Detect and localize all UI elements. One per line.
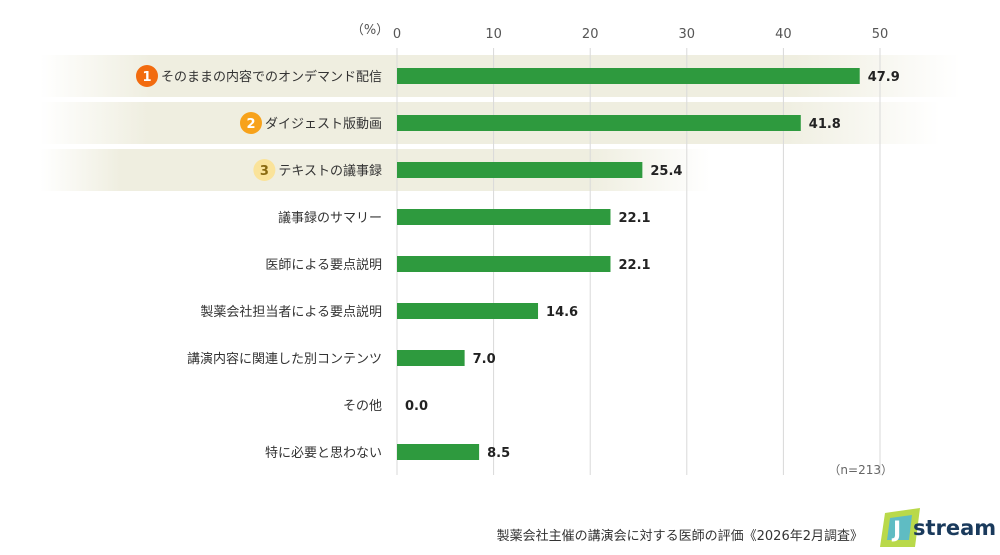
bar [397, 209, 611, 225]
bar [397, 115, 801, 131]
sample-size-note: （n=213） [828, 463, 893, 477]
value-label: 0.0 [405, 399, 428, 414]
value-label: 14.6 [546, 305, 578, 320]
value-label: 8.5 [487, 446, 510, 461]
category-label: 特に必要と思わない [265, 446, 382, 461]
bar [397, 350, 465, 366]
x-tick-label: 20 [582, 27, 599, 42]
x-tick-label: 40 [775, 27, 792, 42]
bar [397, 256, 611, 272]
category-label: 講演内容に関連した別コンテンツ [187, 351, 382, 367]
value-label: 22.1 [618, 258, 650, 273]
bar [397, 68, 860, 84]
bar [397, 162, 643, 178]
logo-mark-letter: J [891, 518, 901, 543]
value-label: 7.0 [473, 352, 496, 367]
x-tick-label: 50 [872, 27, 889, 42]
unit-label: （%） [351, 23, 389, 38]
logo-wordmark: stream [913, 516, 996, 540]
x-tick-label: 30 [679, 27, 696, 42]
value-label: 47.9 [868, 70, 900, 85]
rank-number: 1 [142, 70, 151, 85]
x-tick-label: 10 [485, 27, 502, 42]
rank-badge-1 [135, 65, 158, 87]
category-label: 議事録のサマリー [278, 211, 382, 226]
rank-badge-2 [239, 112, 262, 134]
rank-badge-3 [253, 159, 276, 181]
value-label: 25.4 [650, 164, 682, 179]
rank-number: 2 [246, 117, 255, 132]
bar [397, 444, 480, 460]
category-label: テキストの議事録 [278, 164, 382, 179]
chart-caption: 製薬会社主催の講演会に対する医師の評価《2026年2月調査》 [497, 528, 863, 544]
category-label: 製薬会社担当者による要点説明 [200, 304, 382, 320]
x-tick-label: 0 [393, 27, 401, 42]
value-label: 41.8 [809, 117, 841, 132]
value-label: 22.1 [618, 211, 650, 226]
rank-number: 3 [260, 164, 269, 179]
bar [397, 303, 539, 319]
logo-mark-accent [887, 515, 912, 540]
category-label: そのままの内容でのオンデマンド配信 [161, 69, 382, 85]
category-label: ダイジェスト版動画 [265, 117, 382, 132]
category-label: その他 [343, 399, 382, 414]
jstream-logo: J stream [880, 508, 996, 547]
category-label: 医師による要点説明 [265, 257, 382, 273]
